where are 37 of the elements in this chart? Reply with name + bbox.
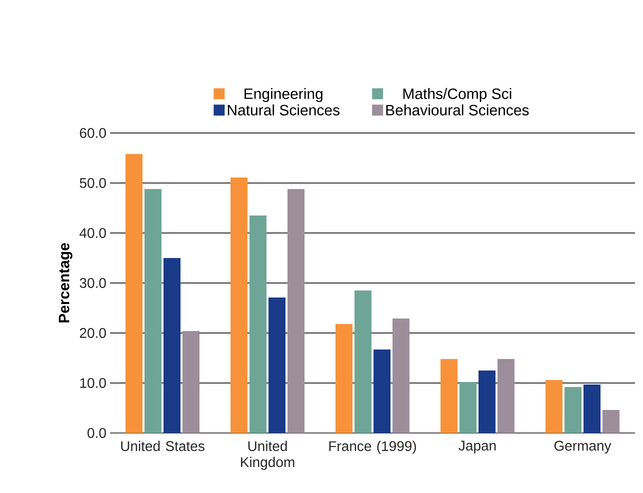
y-axis-title: Percentage (58, 243, 72, 322)
y-tick-label: 10.0 (80, 378, 106, 388)
x-tick-label: United States (121, 440, 204, 452)
bar (164, 258, 180, 433)
bar (230, 178, 248, 433)
bar (478, 370, 496, 433)
bar (144, 189, 162, 433)
bar (584, 384, 600, 433)
bar (126, 154, 142, 433)
x-tick-label: United Kingdom (241, 440, 294, 470)
x-tick-label: France (1999) (329, 440, 416, 454)
bar (440, 359, 458, 433)
legend-label: Natural Sciences (228, 104, 340, 116)
bar (336, 324, 352, 433)
bar (564, 387, 582, 433)
bar (374, 350, 390, 433)
bar (288, 189, 304, 433)
bar (498, 359, 514, 433)
bar (602, 410, 620, 433)
bar (546, 380, 562, 433)
bar (250, 216, 266, 433)
y-tick-label: 60.0 (80, 128, 106, 138)
legend-label: Engineering (244, 88, 322, 102)
bar (460, 382, 476, 433)
bar (354, 290, 372, 433)
y-tick-label: 50.0 (80, 178, 106, 188)
y-tick-label: 30.0 (80, 278, 106, 288)
y-tick-label: 0.0 (88, 428, 106, 438)
bar (182, 331, 200, 433)
legend-label: Maths/Comp Sci (403, 88, 512, 102)
y-tick-label: 20.0 (80, 328, 106, 338)
bar (268, 297, 286, 433)
x-tick-label: Japan (458, 440, 496, 454)
bar (392, 318, 410, 433)
legend-label: Behavioural Sciences (386, 104, 529, 116)
x-tick-label: Germany (554, 440, 612, 454)
y-tick-label: 40.0 (80, 228, 106, 238)
